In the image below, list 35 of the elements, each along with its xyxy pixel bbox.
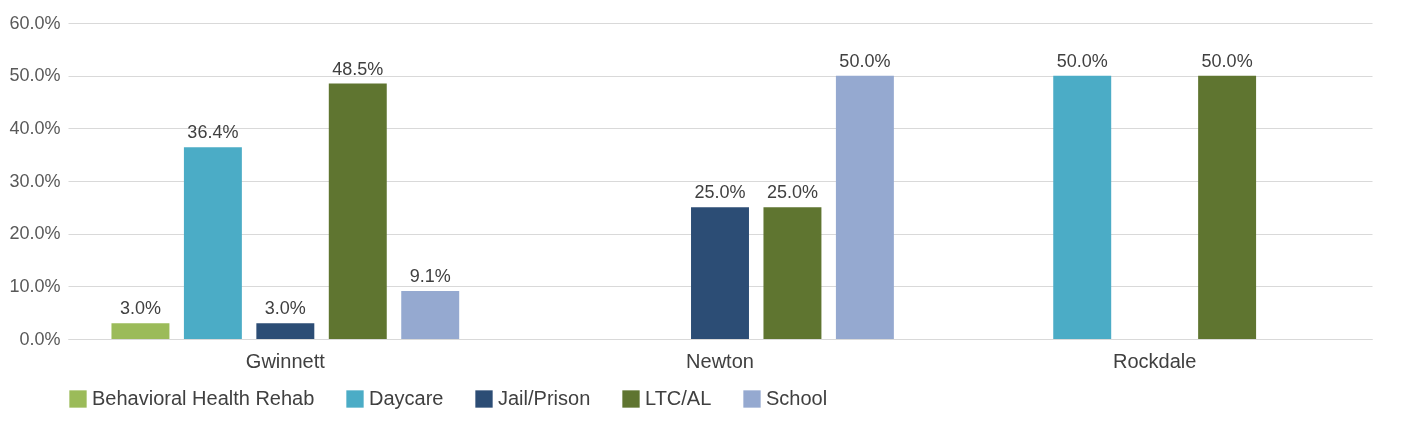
bar [1198, 75, 1257, 339]
y-tick-label: 50.0% [9, 65, 61, 86]
data-label: 48.5% [332, 58, 384, 79]
bar [835, 75, 894, 339]
x-tick-label: Gwinnett [245, 349, 326, 372]
bar [763, 207, 822, 339]
bar [111, 323, 170, 339]
y-tick-label: 0.0% [19, 328, 61, 349]
y-tick-label: 60.0% [9, 12, 61, 33]
legend-label: Behavioral Health Rehab [92, 387, 315, 409]
y-tick-label: 20.0% [9, 223, 61, 244]
x-tick-label: Newton [686, 349, 754, 372]
data-label: 3.0% [119, 298, 161, 319]
y-tick-label: 30.0% [9, 170, 61, 191]
data-label: 50.0% [839, 50, 891, 71]
y-tick-label: 10.0% [9, 275, 61, 296]
data-label: 36.4% [187, 122, 239, 143]
data-label: 50.0% [1201, 50, 1253, 71]
legend-label: Daycare [369, 387, 444, 409]
bar [256, 323, 315, 339]
bar [1053, 75, 1112, 339]
data-label: 9.1% [409, 266, 451, 287]
data-label: 25.0% [766, 182, 818, 203]
legend-label: LTC/AL [645, 387, 712, 409]
bar [401, 291, 460, 339]
bar [691, 207, 749, 339]
bar [328, 83, 387, 339]
x-tick-label: Rockdale [1112, 349, 1197, 372]
data-label: 50.0% [1056, 50, 1108, 71]
bar [183, 147, 242, 339]
y-tick-label: 40.0% [9, 117, 61, 138]
data-label: 3.0% [264, 298, 306, 319]
legend-label: Jail/Prison [498, 387, 591, 409]
legend-label: School [766, 387, 828, 409]
data-label: 25.0% [694, 182, 746, 203]
